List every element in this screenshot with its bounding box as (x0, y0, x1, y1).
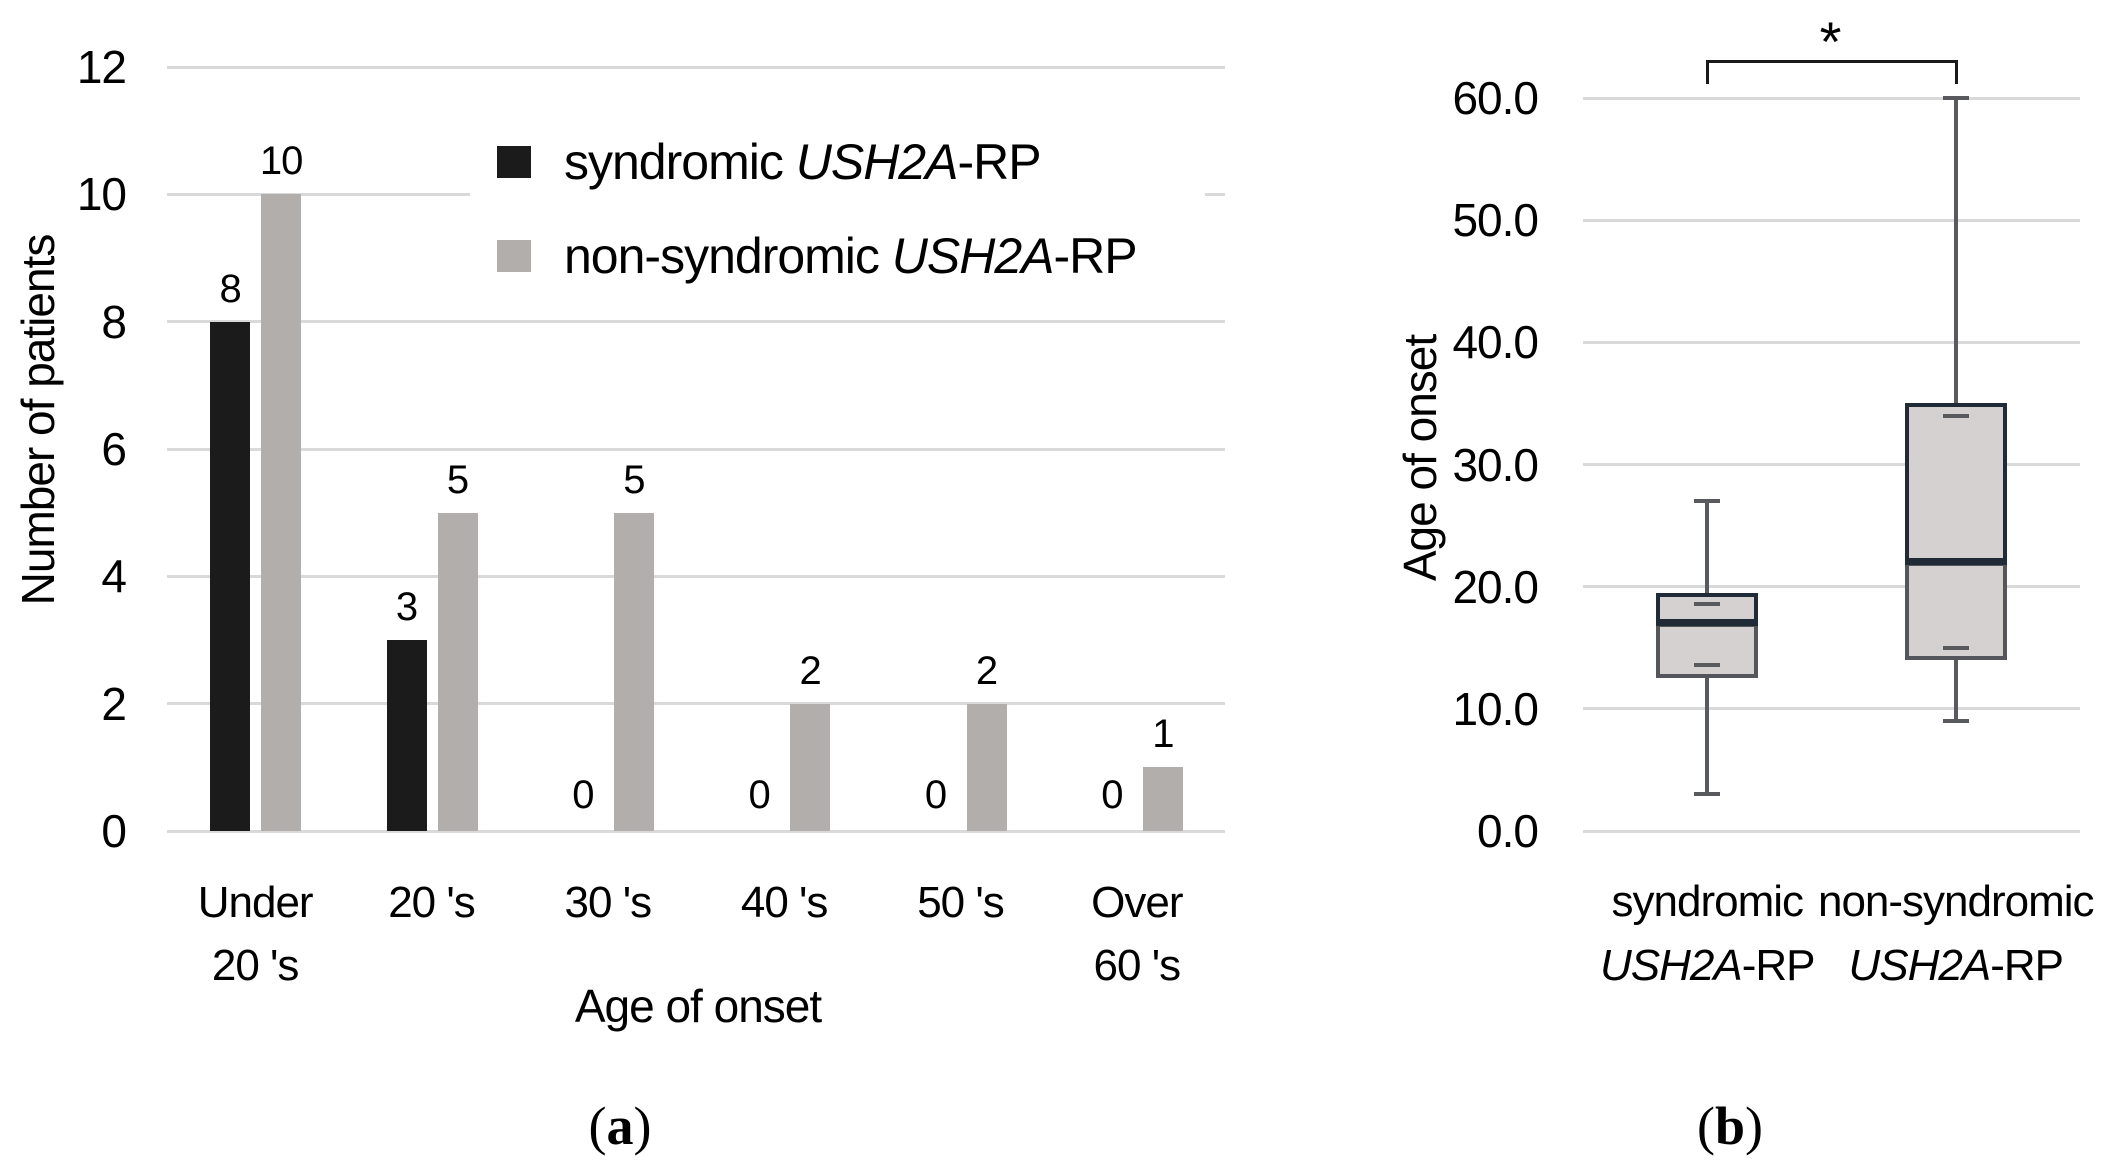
y-tick-label: 10.0 (1452, 682, 1539, 735)
bar-non-syndromic (790, 703, 831, 831)
significance-bracket-tick-right (1954, 60, 1958, 84)
bar-value-label: 0 (1101, 773, 1123, 817)
y-tick-label: 4 (101, 550, 127, 603)
y-tick-label: 8 (101, 295, 127, 348)
gridline (167, 65, 1225, 69)
bar-value-label: 0 (572, 773, 594, 817)
legend: syndromic USH2A-RP non-syndromic USH2A-RP (470, 112, 1205, 302)
bar-non-syndromic (437, 512, 478, 831)
significance-bracket-tick-left (1706, 60, 1710, 84)
bar-value-label: 2 (799, 648, 822, 693)
y-axis-title-b: Age of onset (1394, 334, 1446, 582)
x-category-label: Under 20 's (197, 878, 314, 990)
bar-value-label: 1 (1152, 712, 1174, 757)
whisker-inner-cap (1694, 601, 1721, 606)
x-category-label: 40 's (740, 878, 829, 927)
x-category-label-line1: syndromic (1611, 877, 1805, 926)
y-tick-label: 30.0 (1452, 438, 1539, 491)
x-category-label: 30 's (564, 878, 653, 927)
legend-swatch (497, 240, 531, 272)
significance-star: * (1819, 10, 1842, 73)
legend-label: non-syndromic USH2A-RP (564, 228, 1138, 284)
bar-value-label: 3 (395, 585, 418, 629)
y-tick-label: 60.0 (1452, 72, 1539, 124)
y-tick-label: 50.0 (1452, 194, 1539, 247)
panel-label-b: (b) (1696, 1096, 1763, 1156)
gridline (167, 447, 1225, 451)
y-tick-label: 0.0 (1477, 805, 1539, 857)
bar-value-label: 10 (259, 139, 304, 184)
x-axis-title-a: Age of onset (574, 980, 822, 1032)
y-tick-label: 10 (76, 168, 127, 221)
x-category-label-line2: USH2A-RP (1848, 941, 2065, 990)
y-tick-label: 6 (101, 423, 127, 475)
gridline (1583, 707, 2080, 711)
gridline (1583, 463, 2080, 466)
whisker-cap (1942, 96, 1969, 100)
gridline (1583, 96, 2080, 100)
gridline (1583, 340, 2080, 344)
y-tick-label: 40.0 (1452, 316, 1539, 369)
bar-value-label: 5 (623, 457, 645, 502)
whisker-inner-cap (1942, 413, 1969, 418)
whisker-cap (1694, 792, 1721, 797)
bar-syndromic (386, 640, 427, 831)
box-median-q3 (1656, 592, 1759, 624)
significance-bracket-horizontal (1706, 60, 1958, 63)
box-median-q3 (1904, 403, 2007, 563)
legend-label: syndromic USH2A-RP (564, 134, 1042, 190)
bar-non-syndromic (261, 194, 302, 831)
bar-value-label: 2 (975, 648, 998, 693)
whisker-inner-cap (1694, 662, 1721, 667)
box-q1-median (1656, 623, 1759, 679)
gridline (167, 320, 1225, 324)
legend-item: non-syndromic USH2A-RP (497, 226, 1138, 286)
y-tick-label: 20.0 (1452, 560, 1539, 613)
bar-non-syndromic (613, 512, 654, 831)
gridline (1583, 585, 2080, 589)
gridline (167, 702, 1225, 706)
bar-value-label: 8 (219, 266, 242, 311)
panel-label-a: (a) (588, 1096, 652, 1156)
box-q1-median (1904, 562, 2007, 660)
gridline (1583, 218, 2080, 222)
gridline (167, 574, 1225, 578)
whisker-cap (1942, 719, 1969, 724)
bar-value-label: 0 (924, 773, 947, 817)
y-tick-label: 2 (101, 677, 127, 730)
x-category-label-line1: non-syndromic (1817, 877, 2095, 926)
bar-non-syndromic (1142, 767, 1183, 831)
gridline (1583, 829, 2080, 833)
bar-non-syndromic (966, 703, 1007, 831)
y-tick-label: 0 (101, 805, 127, 857)
legend-item: syndromic USH2A-RP (497, 132, 1042, 192)
x-category-label-line2: USH2A-RP (1600, 941, 1816, 990)
x-category-label: Over 60 's (1091, 878, 1183, 990)
legend-swatch (497, 146, 531, 178)
bar-syndromic (210, 321, 251, 831)
x-category-label: 50 's (917, 878, 1005, 927)
gridline (167, 829, 1225, 833)
x-category-label: 20 's (388, 878, 476, 927)
bar-value-label: 0 (748, 773, 771, 817)
median-line (1656, 621, 1759, 627)
median-line (1904, 560, 2007, 566)
bar-value-label: 5 (446, 457, 469, 502)
whisker-cap (1694, 499, 1721, 504)
whisker-inner-cap (1942, 645, 1969, 650)
y-tick-label: 12 (76, 41, 127, 93)
